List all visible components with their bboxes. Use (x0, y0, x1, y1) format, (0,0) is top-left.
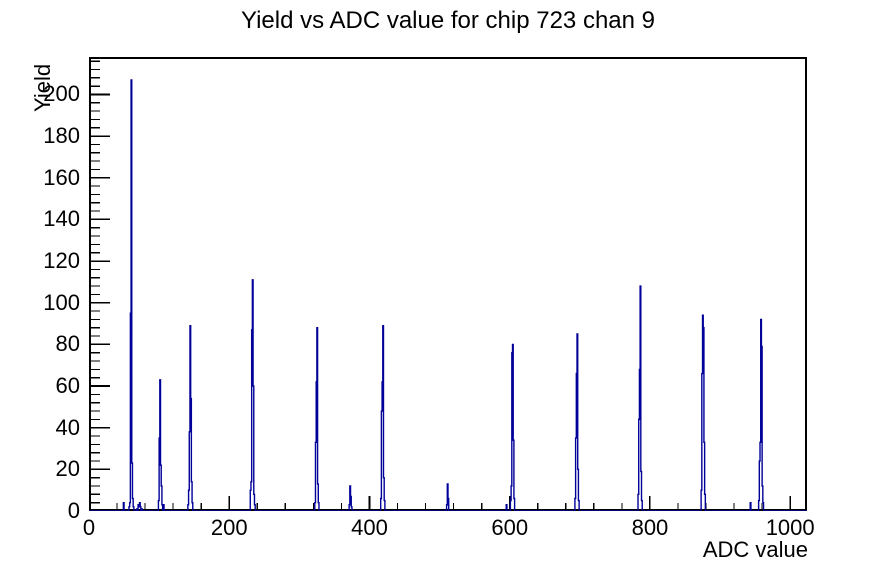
y-tick-label: 40 (55, 414, 80, 440)
x-tick-label: 600 (491, 515, 529, 540)
y-tick-label: 0 (67, 498, 80, 523)
y-tick-label: 120 (43, 248, 80, 274)
chart-title: Yield vs ADC value for chip 723 chan 9 (240, 7, 655, 34)
y-tick-label: 100 (43, 289, 80, 315)
plot-frame (89, 57, 807, 511)
y-tick-label: 20 (55, 456, 80, 482)
x-tick-label: 1000 (765, 515, 815, 540)
y-tick-label: 200 (43, 81, 80, 107)
histogram-plot (89, 57, 807, 511)
x-axis-title: ADC value (702, 537, 808, 562)
histogram-line (89, 79, 807, 511)
y-tick-label: 60 (55, 373, 80, 399)
x-tick-label: 0 (82, 515, 96, 540)
y-tick-label: 160 (43, 164, 80, 190)
y-tick-label: 180 (43, 123, 80, 149)
x-tick-label: 400 (351, 515, 388, 540)
y-tick-label: 80 (55, 331, 80, 357)
x-tick-label: 800 (631, 515, 669, 540)
x-tick-label: 200 (210, 515, 248, 540)
y-tick-label: 140 (43, 206, 80, 232)
